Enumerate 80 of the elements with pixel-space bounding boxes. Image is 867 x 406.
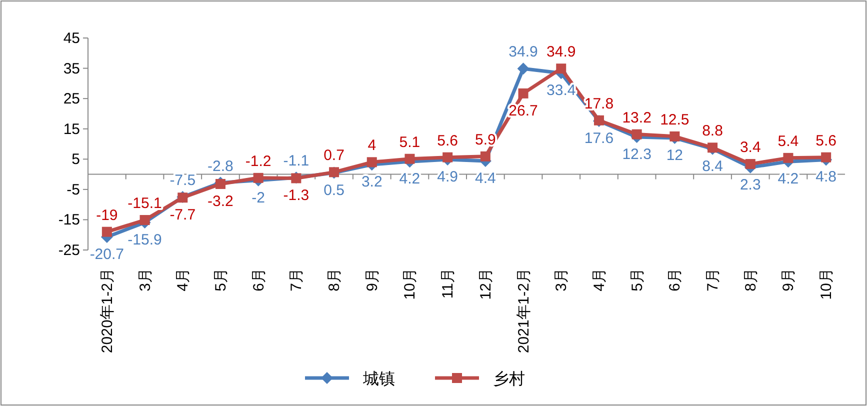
legend-label: 城镇 <box>362 370 395 388</box>
x-tick-label: 8月 <box>742 268 760 292</box>
x-tick-label: 9月 <box>780 268 798 292</box>
data-label: -1.3 <box>283 187 310 204</box>
data-label: -2.8 <box>208 158 234 175</box>
data-label: 17.6 <box>584 130 614 147</box>
data-label: 12.5 <box>660 111 690 128</box>
y-tick-label: -25 <box>58 242 80 259</box>
data-label: 5.4 <box>778 132 799 150</box>
x-tick-label: 4月 <box>174 268 192 292</box>
data-label: -7.5 <box>170 172 196 189</box>
data-label: -20.7 <box>90 246 124 263</box>
data-label: 3.4 <box>740 138 761 156</box>
data-label: 34.9 <box>546 44 576 61</box>
x-tick-label: 4月 <box>590 268 608 292</box>
x-tick-label: 5月 <box>628 268 646 292</box>
data-label: 12.3 <box>622 146 652 164</box>
x-tick-label: 12月 <box>477 268 494 300</box>
data-label: 4.2 <box>399 170 420 188</box>
x-tick-label: 5月 <box>212 268 230 292</box>
x-tick-label: 2021年1-2月 <box>515 268 532 354</box>
x-tick-label: 11月 <box>440 268 457 299</box>
point <box>745 158 756 169</box>
data-label: 0.7 <box>324 147 344 164</box>
legend-label: 乡村 <box>493 370 525 388</box>
y-tick-label: -15 <box>58 212 80 229</box>
x-tick-label: 10月 <box>402 268 419 300</box>
data-label: 34.9 <box>508 44 538 61</box>
point <box>442 152 453 162</box>
data-label: 8.4 <box>702 158 723 175</box>
data-label: 13.2 <box>622 109 652 126</box>
y-tick-label: 45 <box>63 30 80 47</box>
data-label: 5.1 <box>399 134 420 151</box>
x-tick-label: 2020年1-2月 <box>98 268 116 354</box>
point <box>783 152 794 163</box>
point <box>517 62 530 75</box>
x-tick-label: 6月 <box>250 268 268 292</box>
data-label: -1.1 <box>283 152 310 170</box>
data-label: 0.5 <box>324 182 344 199</box>
point <box>404 154 415 164</box>
x-tick-label: 10月 <box>818 268 836 300</box>
data-label: 4 <box>368 137 376 154</box>
x-tick-label: 7月 <box>288 268 306 292</box>
x-tick-label: 7月 <box>704 268 722 292</box>
data-label: -3.2 <box>208 192 234 210</box>
x-tick-label: 3月 <box>136 268 154 292</box>
data-label: -7.7 <box>170 206 196 224</box>
point <box>556 64 566 74</box>
point <box>366 157 377 168</box>
data-label: 4.4 <box>474 170 496 187</box>
data-label: 33.4 <box>546 82 576 100</box>
data-label: 3.2 <box>361 174 382 191</box>
point <box>821 152 832 162</box>
point <box>518 88 528 98</box>
data-label: -19 <box>96 206 118 224</box>
y-tick-label: 35 <box>63 60 80 78</box>
data-label: -1.2 <box>245 152 272 170</box>
point <box>253 172 264 183</box>
y-tick-label: -5 <box>66 181 80 198</box>
point <box>140 215 150 226</box>
x-tick-label: 8月 <box>326 268 344 292</box>
data-label: 8.8 <box>702 122 723 140</box>
x-tick-label: 3月 <box>553 268 570 292</box>
data-label: 5.6 <box>437 132 458 150</box>
point <box>480 151 490 162</box>
x-tick-label: 9月 <box>364 268 381 292</box>
data-label: 12 <box>666 146 684 164</box>
point <box>102 226 112 237</box>
data-label: -2 <box>252 189 265 206</box>
data-label: -15.9 <box>128 231 162 248</box>
point <box>632 129 642 140</box>
data-label: 4.2 <box>778 170 799 188</box>
y-tick-label: 5 <box>72 151 80 168</box>
x-tick-label: 6月 <box>666 268 684 292</box>
y-tick-label: 25 <box>63 90 80 108</box>
data-label: 2.3 <box>740 176 761 194</box>
point <box>670 131 680 142</box>
data-label: -15.1 <box>128 195 162 212</box>
data-label: 5.6 <box>816 132 837 150</box>
y-tick-label: 15 <box>63 120 80 138</box>
